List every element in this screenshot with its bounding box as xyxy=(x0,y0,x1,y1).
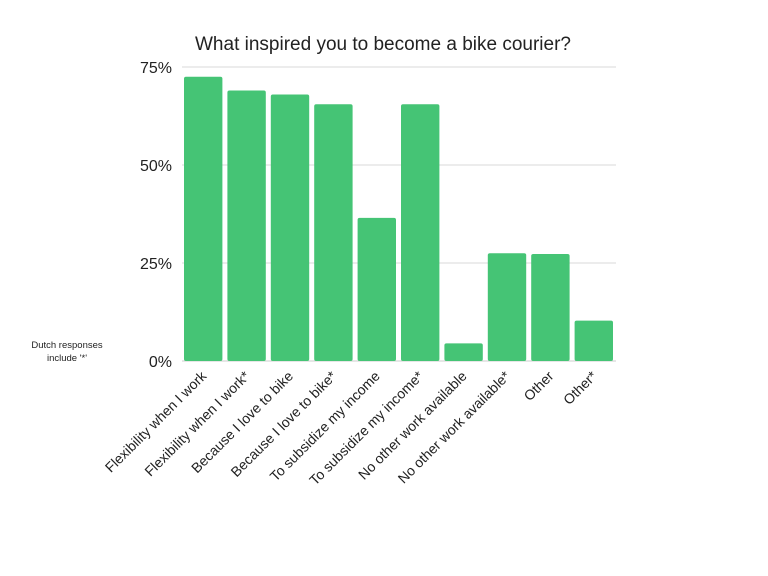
y-tick-label: 75% xyxy=(140,60,172,77)
footnote-line-2: include '*' xyxy=(47,353,87,364)
bar xyxy=(357,217,396,361)
bar xyxy=(184,76,223,362)
chart-title: What inspired you to become a bike couri… xyxy=(195,34,571,55)
y-tick-label: 50% xyxy=(140,158,172,175)
bar xyxy=(270,94,310,361)
x-tick-label: Other* xyxy=(560,367,600,407)
y-axis-ticks: 0% 25% 50% 75% xyxy=(140,60,172,371)
y-tick-label: 25% xyxy=(140,256,172,273)
bar xyxy=(227,90,266,362)
bar xyxy=(574,320,613,361)
bar xyxy=(487,253,527,361)
y-tick-label: 0% xyxy=(149,354,172,371)
bar xyxy=(531,253,570,361)
bar xyxy=(444,343,483,361)
footnote-line-1: Dutch responses xyxy=(31,340,103,351)
bar xyxy=(401,104,440,362)
bars xyxy=(184,76,613,362)
x-tick-label: Other xyxy=(520,368,556,404)
bar xyxy=(314,104,353,362)
